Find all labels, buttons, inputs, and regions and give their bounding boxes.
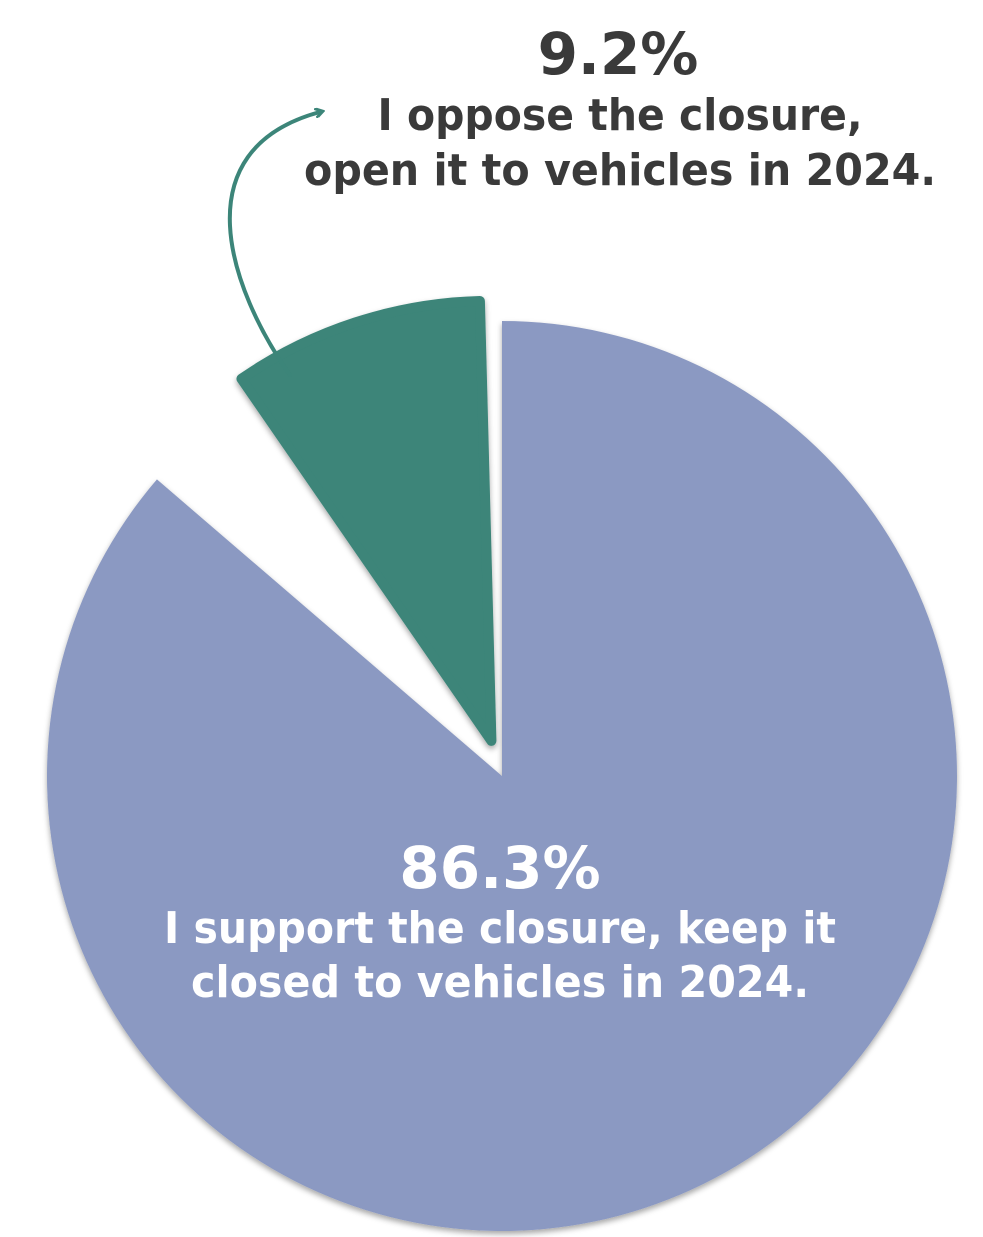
slice-label-support-line2: closed to vehicles in 2024.	[191, 957, 809, 1008]
slice-label-oppose-line1: I oppose the closure,	[378, 90, 863, 141]
slice-label-oppose-line2: open it to vehicles in 2024.	[304, 145, 936, 196]
slice-label-support-line1: I support the closure, keep it	[164, 903, 836, 954]
slice-label-oppose-percent: 9.2%	[538, 20, 699, 88]
slice-label-support-percent: 86.3%	[399, 834, 600, 902]
pie-slice-support	[46, 321, 958, 1231]
callout-arrow	[228, 112, 320, 377]
pie-slice-oppose	[236, 296, 497, 746]
